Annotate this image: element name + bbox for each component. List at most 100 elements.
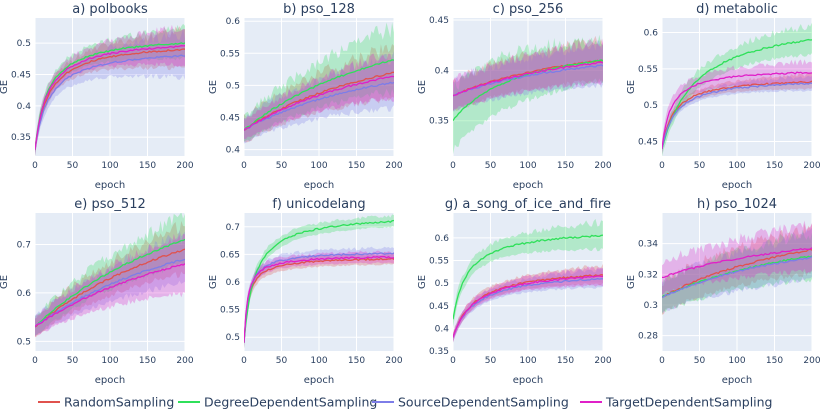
line-TargetDependentSampling [35, 263, 185, 328]
band-TargetDependentSampling [453, 266, 603, 342]
x-axis-label: epoch [304, 180, 334, 191]
x-tick-label: 0 [659, 356, 665, 366]
x-tick-label: 50 [67, 356, 79, 366]
panel-title: c) pso_256 [493, 2, 564, 17]
line-SourceDependentSampling [244, 81, 394, 131]
plot-series [35, 213, 185, 338]
line-SourceDependentSampling [35, 258, 185, 328]
x-tick-label: 0 [241, 356, 247, 366]
x-tick-label: 100 [101, 161, 118, 171]
x-tick-label: 0 [241, 161, 247, 171]
y-tick-label: 0.4 [435, 66, 450, 76]
y-tick-label: 0.45 [638, 137, 658, 147]
x-tick-label: 150 [348, 161, 365, 171]
line-SourceDependentSampling [453, 64, 603, 97]
line-TargetDependentSampling [35, 45, 185, 150]
y-tick-label: 0.5 [17, 337, 31, 347]
line-SourceDependentSampling [453, 277, 603, 338]
x-tick-label: 200 [803, 356, 820, 366]
band-DegreeDependentSampling [453, 218, 603, 327]
band-SourceDependentSampling [244, 51, 394, 144]
y-tick-label: 0.45 [429, 302, 449, 312]
plot-series [453, 34, 603, 155]
plot-series [662, 220, 812, 315]
line-DegreeDependentSampling [453, 59, 603, 122]
legend-item[interactable]: DegreeDependentSampling [178, 395, 377, 410]
line-SourceDependentSampling [35, 54, 185, 150]
x-tick-label: 100 [519, 356, 536, 366]
x-axis-label: epoch [722, 375, 752, 386]
line-RandomSampling [244, 71, 394, 131]
band-TargetDependentSampling [662, 220, 812, 295]
line-DegreeDependentSampling [662, 38, 812, 149]
y-tick-label: 0.5 [226, 81, 240, 91]
band-SourceDependentSampling [35, 28, 185, 156]
x-axis-label: epoch [304, 375, 334, 386]
y-axis-label: GE [208, 275, 219, 289]
y-axis-label: GE [208, 80, 219, 94]
x-tick-label: 0 [32, 356, 38, 366]
band-RandomSampling [453, 264, 603, 343]
x-tick-label: 0 [659, 161, 665, 171]
y-tick-label: 0.35 [429, 347, 449, 357]
x-tick-label: 50 [276, 161, 288, 171]
panel-7: 0 50 100 150 200 0.35 0.4 0.45 0.5 0.55 0.6 g) a_so… [417, 197, 612, 386]
panel-2: 0 50 100 150 200 0.4 0.45 0.5 0.55 0.6 b) pso_128e… [208, 2, 403, 191]
panel-1: 0 50 100 150 200 0.35 0.4 0.45 0.5 a) polbooks epo… [0, 2, 194, 191]
x-tick-label: 0 [32, 161, 38, 171]
y-tick-label: 0.5 [435, 279, 449, 289]
y-axis-label: GE [0, 80, 10, 94]
panel-title: h) pso_1024 [697, 197, 777, 212]
line-TargetDependentSampling [453, 275, 603, 338]
x-tick-label: 200 [803, 161, 820, 171]
x-tick-label: 150 [766, 356, 783, 366]
y-tick-label: 0.35 [429, 117, 449, 127]
y-tick-label: 0.55 [638, 65, 658, 75]
x-tick-label: 100 [728, 161, 745, 171]
y-tick-label: 0.4 [226, 146, 241, 156]
y-axis-label: GE [626, 80, 637, 94]
y-axis-label: GE [417, 80, 428, 94]
line-RandomSampling [35, 48, 185, 150]
panels: 0 50 100 150 200 0.35 0.4 0.45 0.5 a) polbooks epo… [0, 2, 821, 386]
x-tick-label: 200 [385, 356, 402, 366]
band-DegreeDependentSampling [35, 23, 185, 156]
x-tick-label: 100 [310, 161, 327, 171]
x-tick-label: 200 [176, 161, 193, 171]
line-RandomSampling [35, 248, 185, 328]
band-TargetDependentSampling [244, 53, 394, 140]
line-TargetDependentSampling [453, 61, 603, 97]
y-tick-label: 0.5 [17, 39, 31, 49]
band-RandomSampling [662, 72, 812, 153]
line-TargetDependentSampling [662, 247, 812, 279]
line-DegreeDependentSampling [35, 238, 185, 328]
legend-item[interactable]: RandomSampling [38, 395, 174, 410]
line-DegreeDependentSampling [244, 59, 394, 131]
x-tick-label: 100 [519, 161, 536, 171]
x-tick-label: 200 [594, 356, 611, 366]
x-tick-label: 100 [101, 356, 118, 366]
legend-item[interactable]: TargetDependentSampling [580, 395, 773, 410]
panel-6: 0 50 100 150 200 0.5 0.55 0.6 0.65 0.7 f) unicodel… [208, 197, 403, 386]
y-tick-label: 0.32 [638, 270, 658, 280]
y-axis-label: GE [0, 275, 10, 289]
legend: RandomSampling DegreeDependentSampling Sou… [38, 395, 773, 410]
x-tick-label: 150 [557, 161, 574, 171]
y-tick-label: 0.45 [220, 113, 240, 123]
y-tick-label: 0.55 [220, 306, 240, 316]
x-tick-label: 0 [450, 356, 456, 366]
panel-4: 0 50 100 150 200 0.45 0.5 0.55 0.6 d) metabolic ep… [626, 2, 821, 191]
band-SourceDependentSampling [35, 230, 185, 336]
line-RandomSampling [662, 248, 812, 298]
x-axis-label: epoch [513, 375, 543, 386]
x-axis-label: epoch [722, 180, 752, 191]
legend-item[interactable]: SourceDependentSampling [372, 395, 569, 410]
panel-title: d) metabolic [696, 2, 778, 17]
band-RandomSampling [244, 252, 394, 349]
x-tick-label: 50 [485, 356, 497, 366]
x-tick-label: 200 [176, 356, 193, 366]
x-tick-label: 150 [766, 161, 783, 171]
